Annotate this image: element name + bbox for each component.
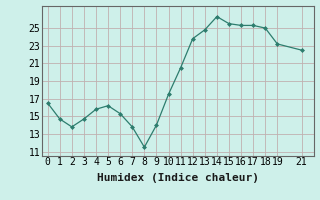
X-axis label: Humidex (Indice chaleur): Humidex (Indice chaleur) xyxy=(97,173,259,183)
